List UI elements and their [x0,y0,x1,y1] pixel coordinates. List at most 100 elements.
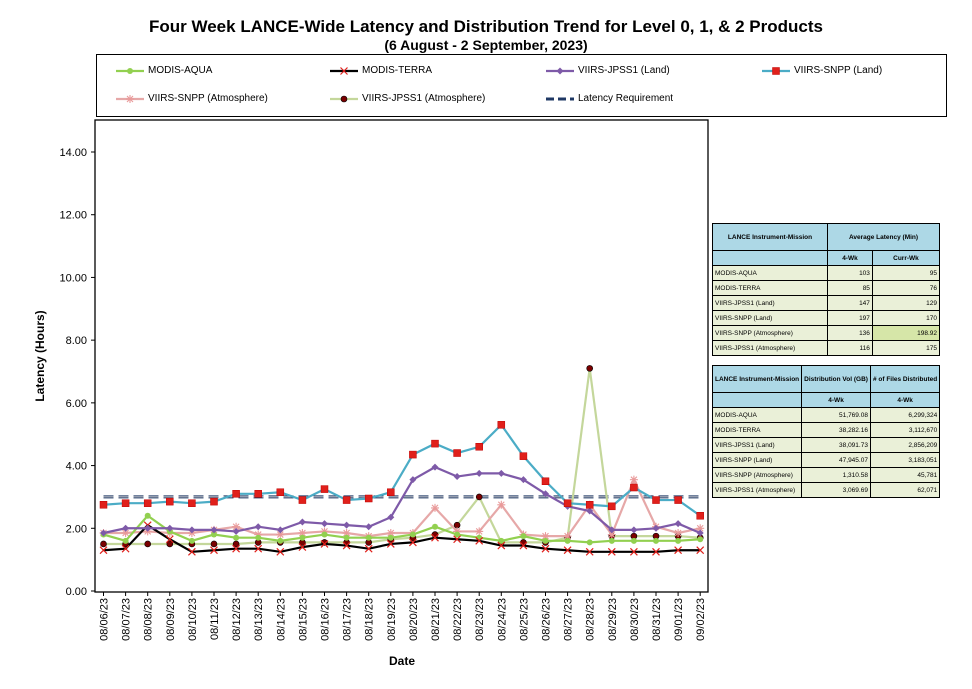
legend-label: VIIRS-JPSS1 (Land) [578,65,670,76]
table1-header-instrument: LANCE Instrument-Mission [712,223,828,251]
x-tick-label: 08/21/23 [430,598,442,641]
y-tick-label: 12.00 [59,210,87,222]
data-point [453,449,461,457]
legend-item-modis-aqua: MODIS-AQUA [115,65,212,76]
data-point [122,524,130,532]
table-row: MODIS-TERRA 85 76 [712,280,941,296]
data-point [696,529,704,537]
legend-swatch [762,66,790,75]
data-point [321,520,328,528]
y-tick-label: 0.00 [66,586,87,598]
data-point [453,527,462,536]
legend-marker [340,66,348,75]
data-point [497,541,506,550]
data-point [387,534,394,541]
cell-value: 3,069.69 [801,482,871,498]
row-label: VIIRS-JPSS1 (Land) [711,437,803,453]
x-tick-label: 08/24/23 [496,598,508,641]
x-tick-label: 08/13/23 [253,598,265,641]
x-tick-label: 08/17/23 [342,598,354,641]
table1-subheader-currwk: Curr-Wk [871,250,941,266]
x-tick-label: 08/08/23 [143,598,155,641]
data-point [674,528,683,537]
data-point [276,547,285,556]
data-point [519,476,527,484]
data-point [652,496,660,504]
data-point [342,496,351,504]
data-point [586,507,594,515]
data-point [166,497,174,506]
chart-title: Four Week LANCE-Wide Latency and Distrib… [149,17,823,36]
legend-item-latency-requirement: Latency Requirement [545,93,673,104]
data-point [630,537,637,544]
row-label: VIIRS-JPSS1 (Land) [712,295,828,311]
data-point [542,537,549,544]
x-tick-label: 08/19/23 [386,598,398,641]
x-tick-label: 08/30/23 [629,598,641,641]
data-point [342,528,351,537]
data-point [144,540,151,548]
legend-marker [556,67,564,74]
data-point [254,490,262,498]
data-point [432,523,438,530]
data-point [475,536,484,545]
data-point [276,488,285,496]
data-point [519,452,528,460]
data-point [563,532,572,541]
data-point [276,526,284,534]
row-label: MODIS-TERRA [712,280,828,296]
x-tick-label: 08/15/23 [297,598,309,641]
data-point [166,524,174,532]
table1-header-latency: Average Latency (Min) [827,223,940,251]
data-point [475,443,483,451]
data-point [408,538,417,547]
data-point [386,540,395,548]
table2-header-instrument: LANCE Instrument-Mission [711,365,803,393]
data-point [387,513,395,521]
legend-swatch [116,67,144,74]
data-point [674,546,683,555]
data-point [674,496,682,504]
x-tick-label: 08/31/23 [651,598,663,641]
data-point [298,528,307,537]
data-point [233,534,240,541]
x-tick-label: 08/27/23 [563,598,575,641]
data-point [387,488,395,496]
x-tick-label: 09/01/23 [673,598,685,641]
data-point [277,537,284,544]
data-point [564,537,571,544]
data-point [563,499,572,507]
legend-item-viirs-snpp-land: VIIRS-SNPP (Land) [761,65,882,76]
cell-value: 6,299,324 [869,407,941,423]
data-point [165,535,174,544]
series-viirs-snpp-land [99,421,704,520]
legend-marker [127,67,133,74]
x-tick-label: 08/25/23 [518,598,530,641]
data-point [498,537,505,544]
data-point [696,511,704,520]
y-tick-label: 10.00 [59,272,87,284]
x-tick-label: 08/20/23 [408,598,420,641]
data-point [255,534,262,541]
x-tick-label: 08/23/23 [474,598,486,641]
data-point [254,523,262,531]
data-point [187,547,196,556]
data-point [144,524,152,532]
data-point [100,540,107,548]
data-point [320,527,329,536]
table-row: VIIRS-JPSS1 (Land) 38,091.73 2,856,209 [711,437,941,453]
data-point [276,530,285,539]
data-point [364,494,373,503]
data-point [320,540,329,548]
legend-item-viirs-jpss1-land: VIIRS-JPSS1 (Land) [545,65,670,76]
table2-subheader-blank [711,392,803,408]
data-point [121,528,130,537]
cell-value: 95 [871,265,941,281]
y-tick-label: 8.00 [66,335,87,347]
cell-value: 129 [871,295,941,311]
table1-subheader-blank [712,250,828,266]
data-point [696,546,705,555]
cell-value: 47,945.07 [801,452,871,468]
data-point [409,531,416,538]
data-point [409,450,417,459]
